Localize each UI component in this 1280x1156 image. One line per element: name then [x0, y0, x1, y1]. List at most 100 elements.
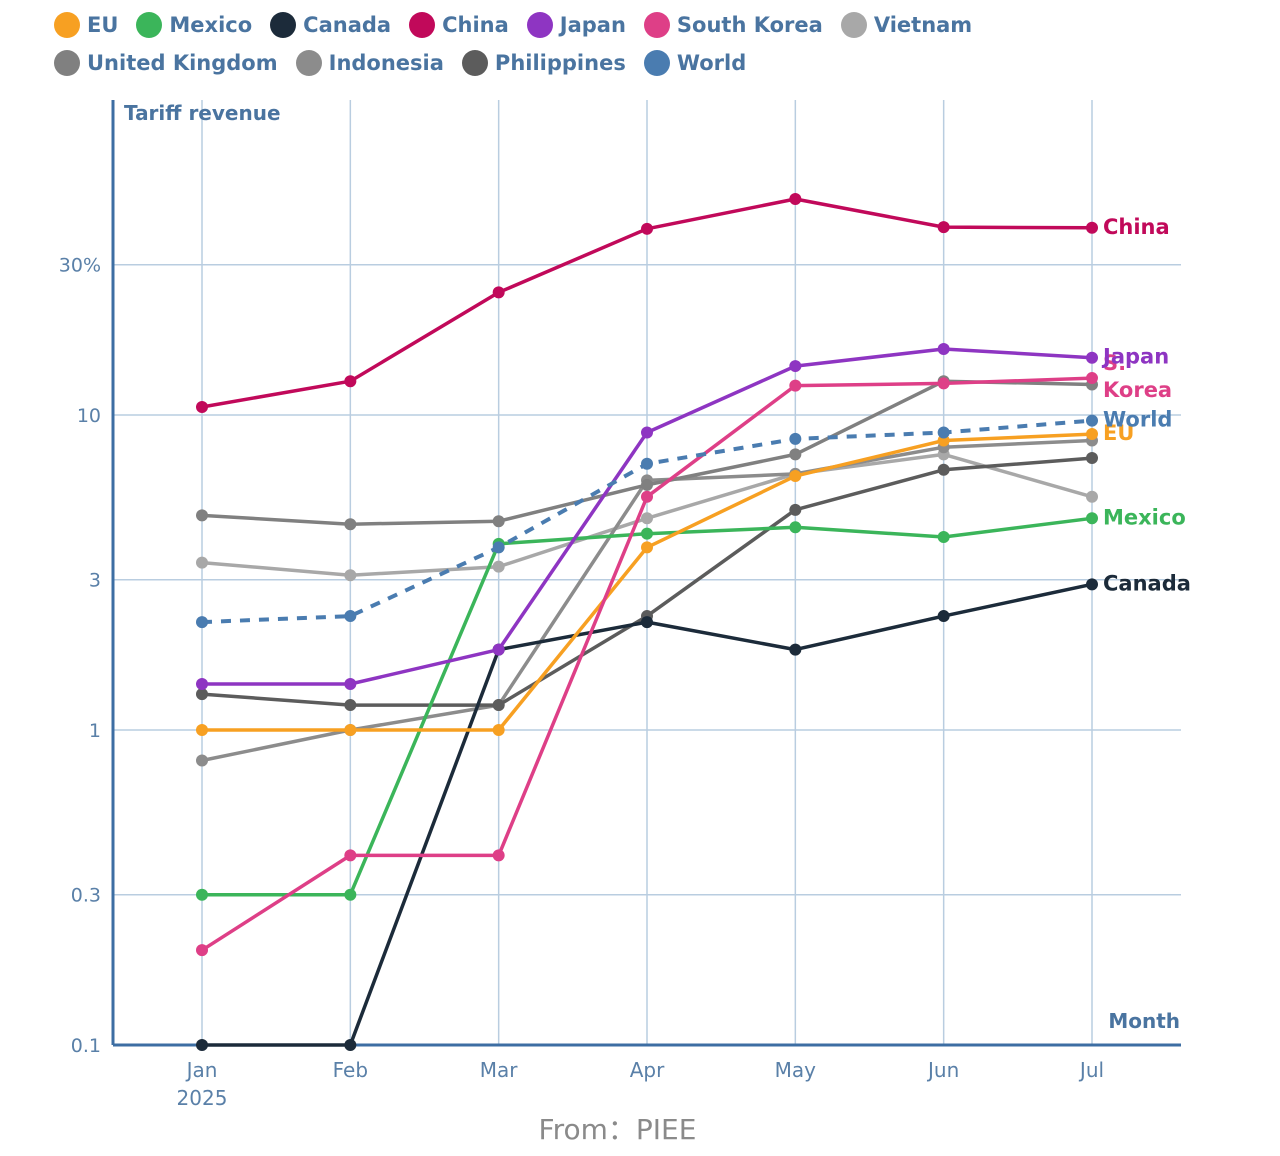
- legend-item: Vietnam: [840, 8, 973, 42]
- data-point: [344, 569, 357, 582]
- data-point: [492, 724, 505, 736]
- x-tick-label: Feb: [333, 1058, 368, 1082]
- data-point: [937, 463, 950, 476]
- legend-swatch: [840, 12, 867, 38]
- data-point: [196, 677, 208, 690]
- data-point: [492, 560, 505, 573]
- y-tick-label: 3: [89, 570, 101, 592]
- legend-item: Indonesia: [295, 46, 444, 80]
- legend-swatch: [136, 12, 163, 38]
- series-end-label: S. Korea: [1103, 351, 1172, 402]
- legend-item: EU: [54, 8, 118, 42]
- data-point: [196, 401, 208, 414]
- data-point: [1086, 452, 1098, 465]
- y-tick-label: 10: [77, 405, 101, 427]
- data-point: [196, 1039, 208, 1051]
- axes: 0.1 0.3 1 3 10 30% Jan 2025 Feb Mar Apr May Jun Jul: [59, 100, 1181, 1110]
- legend-item: Philippines: [461, 46, 626, 80]
- legend-swatch: [526, 12, 553, 38]
- data-point: [789, 503, 802, 516]
- series-eu: [196, 428, 1098, 736]
- legend-swatch: [409, 12, 436, 38]
- data-point: [641, 490, 653, 503]
- data-point: [937, 221, 950, 234]
- legend-swatch: [270, 12, 297, 38]
- data-point: [196, 688, 208, 701]
- data-point: [344, 849, 357, 862]
- legend-label: United Kingdom: [87, 51, 278, 75]
- data-point: [641, 512, 653, 525]
- x-tick-label: May: [775, 1058, 817, 1082]
- data-point: [492, 849, 505, 862]
- data-point: [1086, 428, 1098, 441]
- series-end-label: China: [1103, 215, 1170, 239]
- data-point: [492, 515, 505, 528]
- legend-item: Mexico: [136, 8, 252, 42]
- data-point: [789, 643, 802, 656]
- data-point: [937, 343, 950, 356]
- series-japan: [196, 343, 1098, 690]
- legend-item: World: [643, 46, 747, 80]
- data-point: [1086, 351, 1098, 364]
- legend-label: Vietnam: [873, 13, 973, 37]
- data-point: [641, 527, 653, 540]
- y-tick-label: 30%: [59, 255, 101, 277]
- data-point: [196, 616, 208, 629]
- data-point: [1086, 221, 1098, 234]
- data-point: [196, 754, 208, 767]
- data-point: [196, 556, 208, 569]
- legend-label: Indonesia: [328, 51, 444, 75]
- data-point: [641, 478, 653, 491]
- data-point: [344, 888, 357, 901]
- legend-label: World: [676, 51, 747, 75]
- data-point: [789, 521, 802, 534]
- y-tick-label: 1: [89, 720, 101, 742]
- series-end-label: Japan: [1101, 345, 1169, 369]
- x-tick-label: Apr: [630, 1058, 665, 1082]
- legend-label: China: [442, 13, 509, 37]
- data-point: [937, 426, 950, 439]
- data-point: [196, 509, 208, 522]
- data-point: [1086, 578, 1098, 591]
- data-point: [937, 610, 950, 623]
- legend-item: China: [409, 8, 509, 42]
- data-point: [344, 1039, 357, 1051]
- data-point: [789, 192, 802, 205]
- series-canada: [196, 578, 1098, 1051]
- x-tick-label: Jun: [926, 1058, 959, 1082]
- legend-swatch: [643, 50, 670, 76]
- data-point: [1086, 512, 1098, 525]
- data-point: [344, 699, 357, 712]
- legend-swatch: [54, 12, 80, 38]
- source-note: From：PIEE: [538, 1113, 697, 1146]
- series-south-korea: [196, 372, 1098, 957]
- data-point: [641, 616, 653, 629]
- legend-item: Canada: [270, 8, 391, 42]
- data-point: [1086, 414, 1098, 427]
- data-point: [937, 530, 950, 543]
- series-end-label: EU: [1103, 421, 1134, 445]
- data-point: [344, 375, 357, 388]
- data-point: [196, 944, 208, 957]
- data-point: [492, 286, 505, 299]
- legend-item: United Kingdom: [54, 46, 278, 80]
- x-tick-label: Mar: [480, 1058, 519, 1082]
- y-axis-label: Tariff revenue: [124, 101, 281, 125]
- legend-swatch: [643, 12, 670, 38]
- data-point: [492, 541, 505, 554]
- series-lines: [196, 192, 1098, 1051]
- chart-legend: EU Mexico Canada China Japan South Korea Vietn…: [54, 8, 1114, 80]
- data-point: [344, 677, 357, 690]
- series-end-label: Canada: [1103, 571, 1191, 595]
- data-point: [1086, 372, 1098, 385]
- data-point: [641, 457, 653, 470]
- data-point: [641, 222, 653, 235]
- y-tick-label: 0.1: [71, 1035, 101, 1057]
- legend-label: Canada: [303, 13, 392, 37]
- data-point: [492, 643, 505, 656]
- legend-swatch: [54, 50, 80, 76]
- data-point: [789, 448, 802, 461]
- y-tick-label: 0.3: [71, 885, 101, 907]
